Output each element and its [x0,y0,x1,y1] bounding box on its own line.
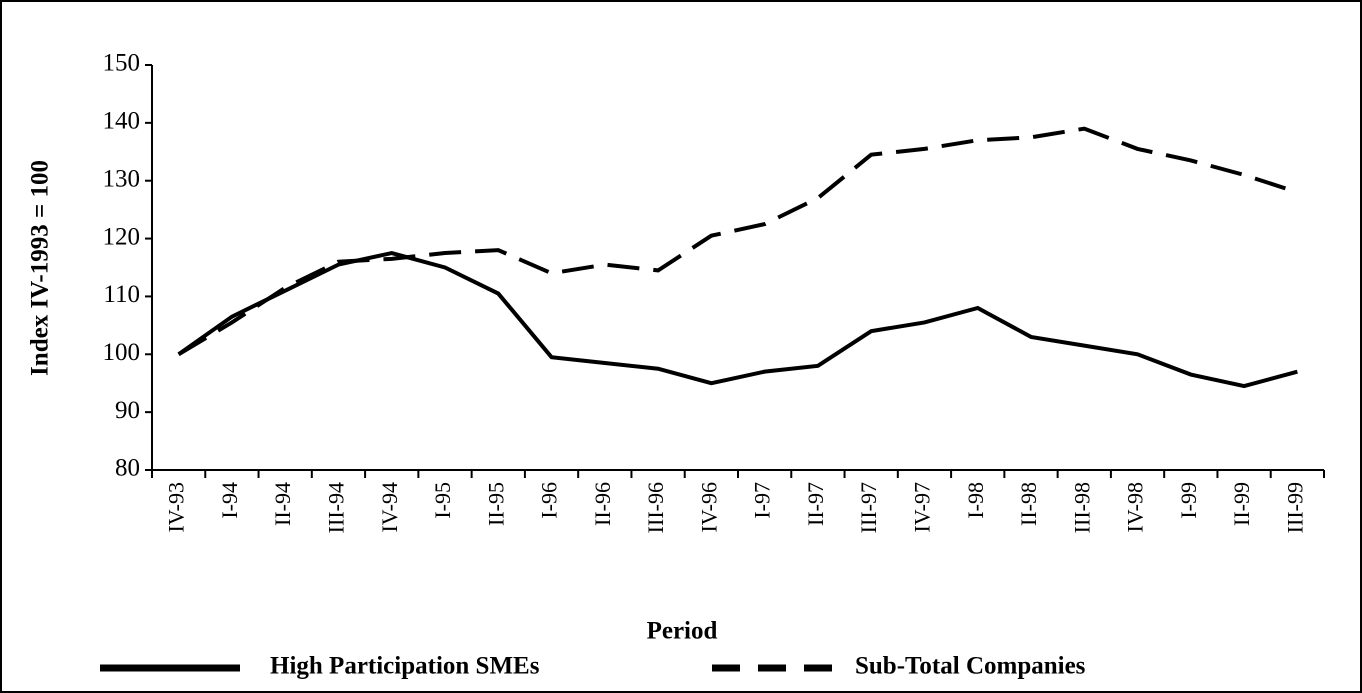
x-tick-label: I-99 [1176,482,1201,519]
y-tick-label: 130 [103,165,141,192]
x-tick-label: II-99 [1229,482,1254,526]
legend-label: Sub-Total Companies [855,653,1086,680]
y-tick-label: 100 [103,339,141,366]
x-tick-label: III-99 [1282,482,1307,533]
x-tick-label: I-94 [217,482,242,519]
x-tick-label: III-98 [1069,482,1094,533]
series-line [177,250,1298,389]
y-tick-label: 90 [115,397,140,424]
x-tick-label: IV-96 [696,482,721,533]
x-tick-label: II-97 [803,482,828,526]
x-tick-label: II-96 [590,482,615,526]
legend-label: High Participation SMEs [270,653,540,680]
x-tick-label: IV-94 [377,482,402,533]
x-tick-label: II-95 [483,482,508,526]
x-tick-label: III-97 [856,482,881,533]
y-tick-label: 120 [103,223,141,250]
series-line [177,126,1298,357]
y-tick-label: 110 [103,281,140,308]
y-tick-label: 150 [103,50,141,77]
y-axis-title: Index IV-1993 = 100 [27,160,54,376]
y-tick-label: 80 [115,455,140,482]
x-tick-label: III-94 [324,482,349,533]
x-tick-label: I-96 [537,482,562,519]
x-tick-label: I-95 [430,482,455,519]
x-tick-label: I-98 [963,482,988,519]
x-axis-title: Period [647,618,718,645]
x-tick-label: IV-97 [910,482,935,533]
x-tick-label: I-97 [750,482,775,519]
x-tick-label: IV-98 [1123,482,1148,533]
y-tick-label: 140 [103,108,141,135]
x-tick-label: IV-93 [164,482,189,533]
x-tick-label: III-96 [643,482,668,533]
x-tick-label: II-94 [270,482,295,526]
x-tick-label: II-98 [1016,482,1041,526]
